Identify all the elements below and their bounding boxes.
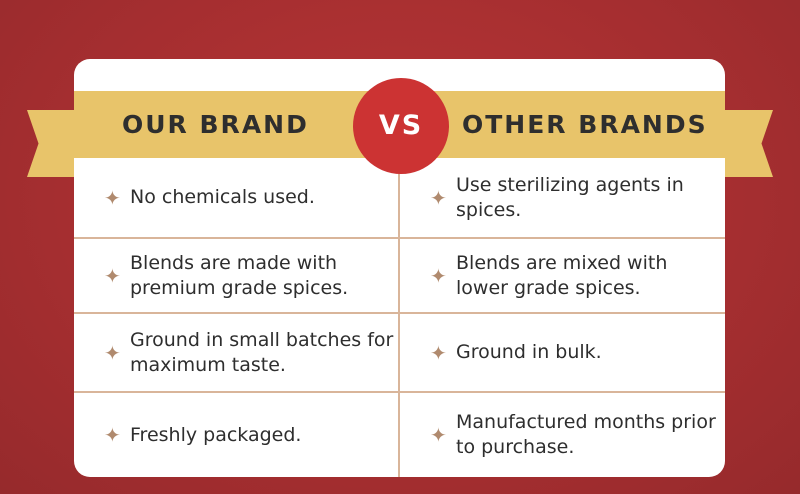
other-brands-point: Manufactured months prior to purchase. xyxy=(456,411,716,458)
star-icon: ✦ xyxy=(104,423,121,447)
vs-badge: VS xyxy=(353,78,449,174)
ribbon-tail-left xyxy=(27,110,75,177)
our-brand-point: Freshly packaged. xyxy=(130,423,302,446)
star-icon: ✦ xyxy=(430,423,447,447)
our-brand-heading: OUR BRAND xyxy=(122,110,309,139)
table-row: ✦ No chemicals used. ✦ Use sterilizing age… xyxy=(74,158,725,239)
star-icon: ✦ xyxy=(430,185,447,210)
star-icon: ✦ xyxy=(430,340,447,365)
comparison-table: ✦ No chemicals used. ✦ Use sterilizing age… xyxy=(74,158,725,477)
star-icon: ✦ xyxy=(104,340,121,365)
star-icon: ✦ xyxy=(104,263,121,288)
our-brand-point: No chemicals used. xyxy=(130,186,315,208)
star-icon: ✦ xyxy=(104,185,121,210)
table-row: ✦ Freshly packaged. ✦ Manufactured months … xyxy=(74,393,725,477)
other-brands-point: Ground in bulk. xyxy=(456,341,602,363)
comparison-card: OUR BRAND OTHER BRANDS ✦ No chemicals use… xyxy=(74,59,725,477)
ribbon-tail-right xyxy=(725,110,773,177)
our-brand-point: Ground in small batches for maximum tast… xyxy=(130,328,394,376)
table-row: ✦ Ground in small batches for maximum tas… xyxy=(74,314,725,393)
star-icon: ✦ xyxy=(430,263,447,288)
other-brands-point: Blends are mixed with lower grade spices… xyxy=(456,251,668,299)
other-brands-point: Use sterilizing agents in spices. xyxy=(456,173,684,221)
other-brands-heading: OTHER BRANDS xyxy=(462,110,708,139)
table-row: ✦ Blends are made with premium grade spic… xyxy=(74,239,725,314)
our-brand-point: Blends are made with premium grade spice… xyxy=(130,251,349,299)
